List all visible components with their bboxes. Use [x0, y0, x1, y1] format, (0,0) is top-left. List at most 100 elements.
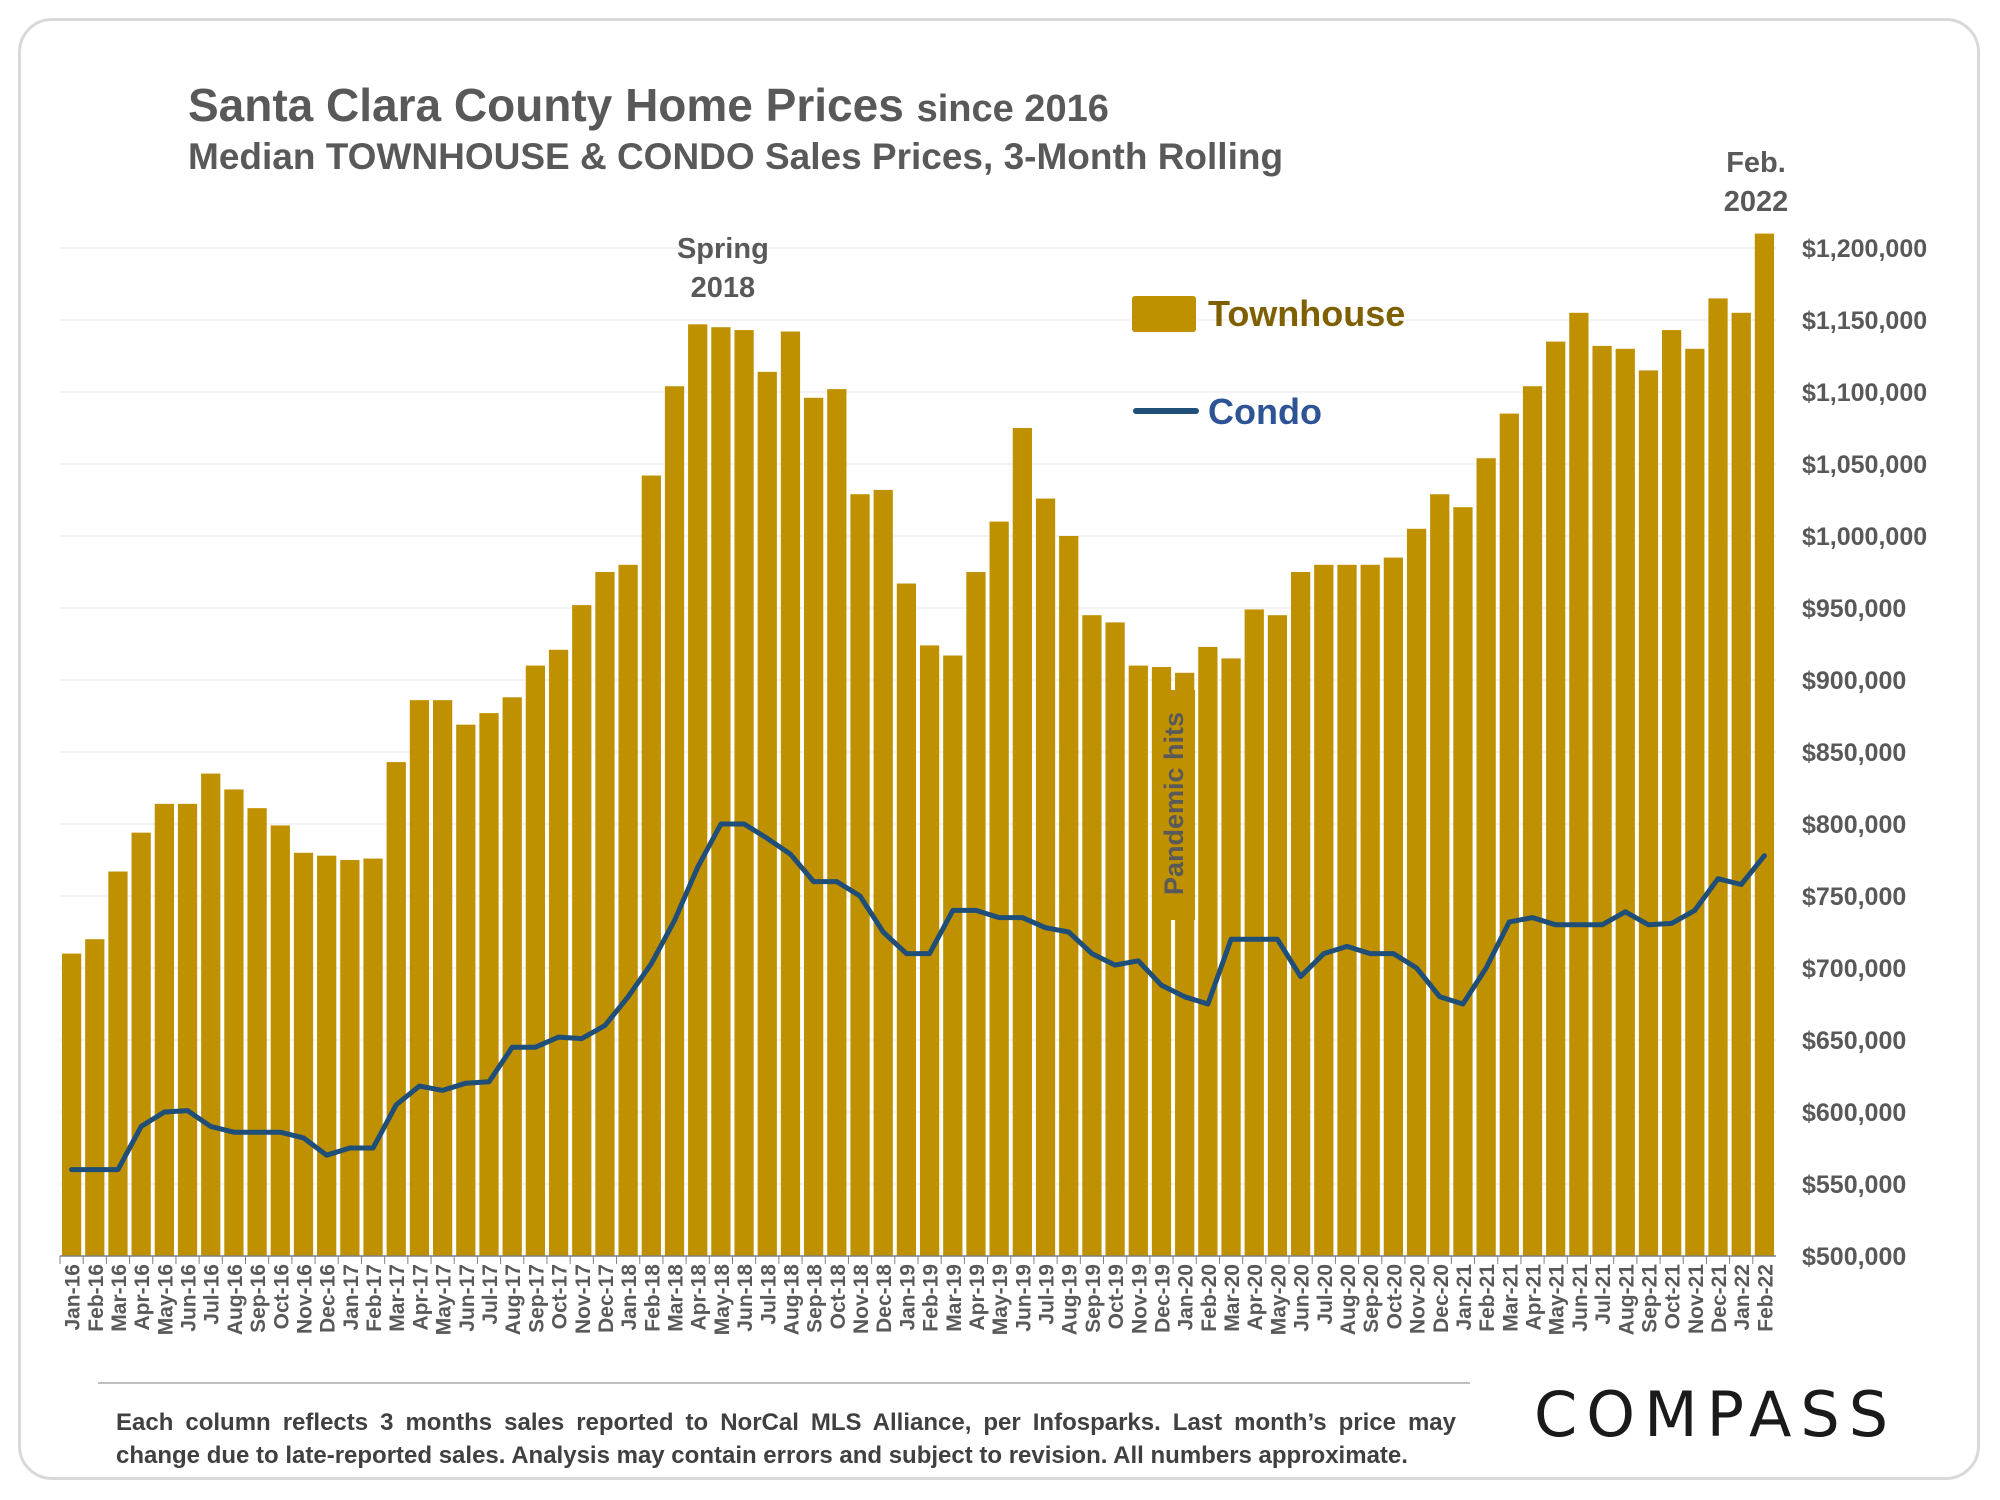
x-tick-label: Apr-21	[1523, 1264, 1546, 1331]
y-tick-label: $1,100,000	[1802, 379, 1927, 407]
x-tick-label: Feb-21	[1476, 1264, 1499, 1332]
townhouse-bar	[1267, 615, 1288, 1256]
townhouse-bar	[502, 697, 522, 1256]
x-tick-label: Dec-17	[595, 1264, 618, 1333]
townhouse-bar	[1221, 658, 1241, 1256]
x-tick-label: Jan-19	[896, 1264, 919, 1331]
x-tick-label: Oct-21	[1662, 1264, 1685, 1330]
x-tick-label: Oct-18	[827, 1264, 850, 1330]
x-tick-label: Oct-19	[1105, 1264, 1128, 1329]
y-tick-label: $700,000	[1802, 955, 1906, 983]
x-tick-label: Jan-18	[618, 1264, 641, 1331]
x-tick-label: May-18	[711, 1264, 734, 1336]
x-tick-label: Jun-21	[1569, 1264, 1592, 1332]
townhouse-bar	[1314, 564, 1334, 1256]
y-tick-label: $1,150,000	[1802, 307, 1927, 335]
compass-logo: COMPASS	[1534, 1378, 1898, 1451]
x-tick-label: May-19	[989, 1264, 1012, 1335]
x-tick-label: May-21	[1546, 1264, 1569, 1336]
x-tick-label: Oct-16	[270, 1264, 293, 1329]
x-tick-label: Apr-16	[131, 1264, 154, 1331]
townhouse-bar	[525, 665, 546, 1256]
townhouse-bar	[409, 700, 430, 1256]
x-tick-label: May-17	[433, 1264, 456, 1335]
townhouse-bar	[1476, 458, 1496, 1256]
townhouse-bar	[61, 953, 82, 1256]
title-main: Santa Clara County Home Prices	[188, 79, 904, 131]
townhouse-bar	[1569, 312, 1589, 1256]
townhouse-bar	[734, 330, 754, 1257]
y-tick-label: $850,000	[1802, 739, 1906, 767]
townhouse-bar	[1638, 370, 1659, 1256]
townhouse-bar	[154, 803, 174, 1256]
annotation-feb-2022: Feb. 2022	[1724, 147, 1789, 218]
x-tick-label: Nov-17	[572, 1264, 595, 1334]
x-tick-label: Jan-16	[62, 1264, 85, 1331]
townhouse-bars	[61, 233, 1775, 1257]
x-tick-label: Sep-17	[525, 1264, 548, 1333]
townhouse-bar	[1082, 615, 1102, 1256]
townhouse-bar	[943, 655, 963, 1256]
x-tick-label: Feb-18	[641, 1264, 664, 1332]
x-tick-label: Feb-22	[1754, 1264, 1777, 1332]
townhouse-bar	[270, 825, 290, 1256]
x-tick-label: Feb-19	[920, 1264, 943, 1332]
y-tick-label: $1,050,000	[1802, 451, 1927, 479]
townhouse-bar	[1430, 494, 1450, 1256]
y-tick-label: $950,000	[1802, 595, 1906, 623]
annotation-spring-2018: Spring 2018	[677, 233, 769, 304]
x-tick-label: Jan-21	[1453, 1264, 1476, 1331]
x-tick-label: Dec-20	[1430, 1264, 1453, 1333]
x-tick-label: Sep-18	[804, 1264, 827, 1333]
y-tick-label: $600,000	[1802, 1099, 1906, 1127]
townhouse-bar	[1012, 428, 1032, 1256]
y-axis: $500,000 $550,000 $600,000 $650,000 $700,000…	[1802, 235, 1927, 1271]
x-tick-label: Jul-16	[201, 1264, 224, 1325]
townhouse-bar	[1290, 572, 1311, 1256]
x-tick-label: Dec-16	[317, 1264, 340, 1333]
townhouse-bar	[711, 327, 731, 1256]
footnote: Each column reflects 3 months sales repo…	[116, 1409, 1456, 1469]
chart-subtitle: Median TOWNHOUSE & CONDO Sales Prices, 3…	[188, 136, 1284, 177]
x-tick-label: Oct-20	[1383, 1264, 1406, 1329]
townhouse-bar	[688, 324, 708, 1256]
x-tick-label: Jul-21	[1592, 1264, 1615, 1325]
townhouse-bar	[85, 939, 105, 1256]
townhouse-bar	[131, 832, 151, 1256]
townhouse-bar	[1035, 498, 1056, 1256]
x-tick-label: Jul-19	[1036, 1264, 1059, 1325]
townhouse-bar	[966, 572, 986, 1256]
x-tick-label: Aug-17	[502, 1264, 525, 1335]
townhouse-bar	[386, 762, 406, 1256]
townhouse-bar	[1546, 341, 1566, 1257]
x-tick-label: Aug-21	[1615, 1264, 1638, 1335]
townhouse-bar	[827, 389, 847, 1256]
x-tick-label: Mar-18	[665, 1264, 688, 1332]
townhouse-bar	[479, 713, 499, 1256]
townhouse-bar	[1754, 233, 1775, 1257]
x-tick-label: Jun-19	[1012, 1264, 1035, 1332]
x-tick-label: Jul-20	[1314, 1264, 1337, 1325]
x-tick-label: Nov-16	[293, 1264, 316, 1334]
townhouse-bar	[201, 773, 221, 1256]
x-tick-label: Aug-19	[1059, 1264, 1082, 1335]
townhouse-bar	[1592, 345, 1612, 1256]
x-tick-label: Nov-19	[1128, 1264, 1151, 1334]
x-tick-label: Jan-22	[1731, 1264, 1754, 1331]
y-tick-label: $1,200,000	[1802, 235, 1927, 263]
x-tick-label: Apr-17	[409, 1264, 432, 1331]
x-tick-label: Mar-19	[943, 1264, 966, 1332]
x-tick-label: Sep-21	[1638, 1264, 1661, 1333]
x-tick-label: Feb-20	[1198, 1264, 1221, 1332]
x-tick-label: Sep-16	[247, 1264, 270, 1333]
townhouse-bar	[340, 860, 360, 1256]
x-tick-label: Sep-19	[1082, 1264, 1105, 1333]
townhouse-bar	[1453, 507, 1473, 1256]
townhouse-bar	[1615, 348, 1635, 1256]
townhouse-bar	[641, 475, 661, 1256]
y-tick-label: $500,000	[1802, 1243, 1906, 1271]
annotation-pandemic: Pandemic hits	[1159, 712, 1189, 895]
x-tick-label: Oct-17	[549, 1264, 572, 1329]
townhouse-bar	[1360, 564, 1380, 1256]
